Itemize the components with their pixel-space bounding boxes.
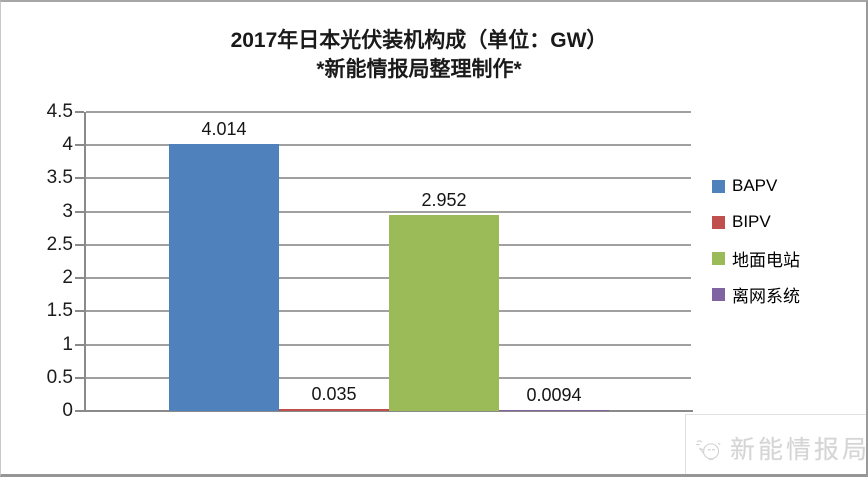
chart-title-line1: 2017年日本光伏装机构成（单位：GW） [230, 29, 608, 52]
bar-value-label-off-grid: 0.0094 [526, 385, 582, 406]
legend-label-ground-pv: 地面电站 [732, 250, 800, 270]
legend-item-bapv: BAPV [712, 176, 800, 195]
y-axis-tick-label: 4.5 [46, 101, 73, 122]
y-axis-tick-label: 2 [62, 267, 73, 289]
x-axis [84, 410, 693, 412]
legend-item-bipv: BIPV [712, 212, 800, 231]
legend-swatch-off-grid [712, 287, 725, 301]
legend-label-bapv: BAPV [732, 176, 778, 195]
y-axis-tick-label: 4 [62, 134, 73, 156]
y-axis-tick [75, 343, 84, 346]
y-axis-tick-label: 0.5 [46, 366, 73, 388]
bar-value-label-ground-pv: 2.952 [421, 189, 467, 210]
legend-swatch-ground-pv [712, 251, 725, 265]
chart-title: 2017年日本光伏装机构成（单位：GW） *新能情报局整理制作* [1, 26, 837, 84]
chart-title-line2: *新能情报局整理制作* [316, 58, 522, 81]
gridline [86, 111, 691, 113]
y-axis-tick [75, 210, 84, 213]
y-axis-tick [75, 277, 84, 280]
gridline [86, 210, 691, 213]
bar-ground-pv [389, 214, 499, 411]
watermark-label: 新能情报局 [729, 435, 868, 464]
bar-off-grid [499, 410, 609, 411]
legend-swatch-bapv [712, 179, 725, 193]
y-axis-tick [75, 410, 84, 412]
y-axis-tick [75, 144, 84, 147]
y-axis-tick-label: 3.5 [46, 167, 73, 189]
legend-label-off-grid: 离网系统 [732, 286, 800, 306]
gridline [86, 310, 691, 313]
y-axis-tick-label: 1.5 [46, 300, 73, 322]
y-axis-tick [75, 177, 84, 180]
bar-bapv [169, 144, 279, 411]
gridline [86, 243, 691, 246]
y-axis-tick [75, 111, 84, 113]
legend-label-bipv: BIPV [732, 212, 771, 231]
legend-item-ground-pv: 地面电站 [712, 251, 800, 270]
legend-swatch-bipv [712, 215, 725, 229]
y-axis-tick-label: 2.5 [46, 233, 73, 255]
bar-value-label-bipv: 0.035 [311, 383, 357, 404]
bar-value-label-bapv: 4.014 [201, 119, 247, 140]
bar-bipv [279, 408, 389, 411]
y-axis [84, 112, 86, 412]
y-axis-tick [75, 376, 84, 379]
y-axis-tick-label: 1 [62, 333, 73, 355]
y-axis-tick-label: 0 [62, 400, 73, 421]
y-axis-tick [75, 243, 84, 246]
chick-bird-icon [696, 439, 721, 460]
gridline [86, 376, 691, 379]
legend-item-off-grid: 离网系统 [712, 287, 800, 306]
gridline [86, 277, 691, 280]
gridline [86, 343, 691, 346]
watermark: 新能情报局 [685, 414, 868, 474]
y-axis-tick [75, 310, 84, 313]
gridline [86, 144, 691, 147]
chart-legend: BAPV BIPV 地面电站 离网系统 [712, 176, 800, 323]
y-axis-tick-label: 3 [62, 200, 73, 222]
gridline [86, 177, 691, 180]
